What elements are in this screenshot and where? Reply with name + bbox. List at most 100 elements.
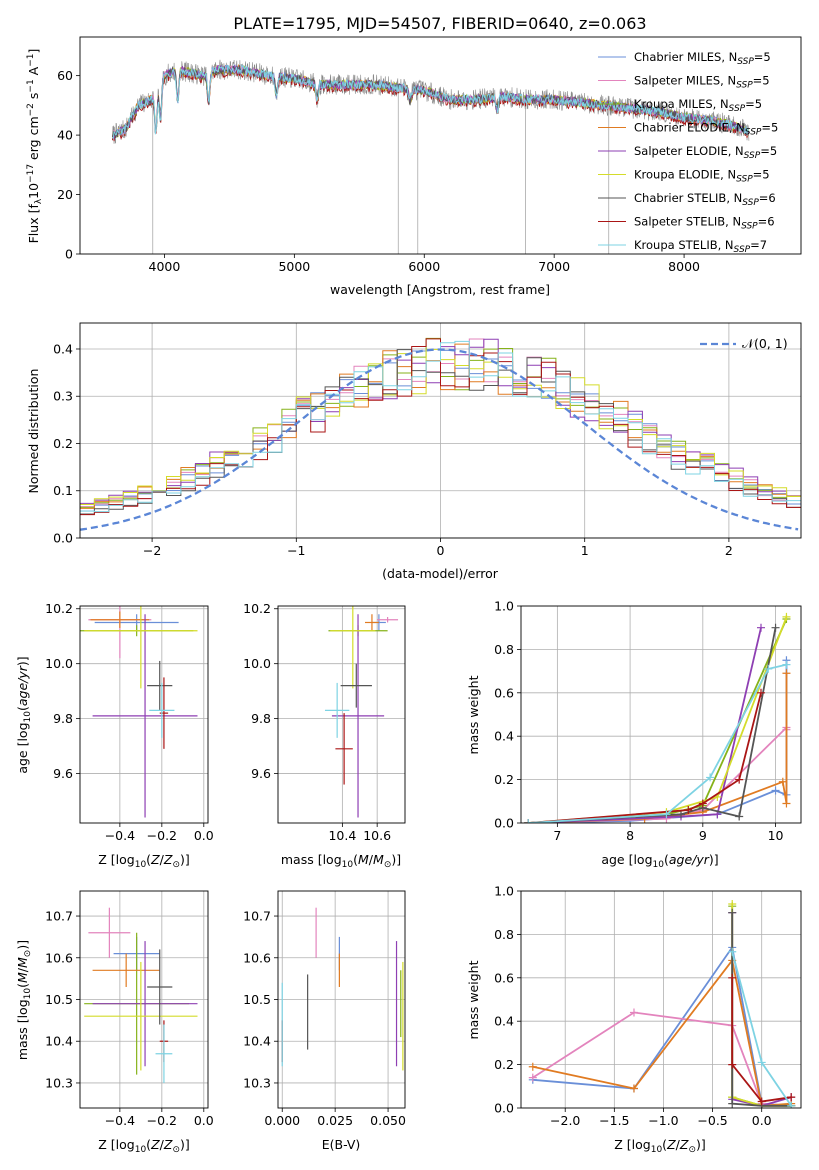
x-tick-label: 0.025 xyxy=(317,1113,353,1128)
mass-weight-marker xyxy=(782,660,791,669)
x-tick-label: −1.5 xyxy=(599,1113,629,1128)
plot-area xyxy=(80,323,801,538)
legend-entry: Salpeter MILES, NSSP=5 xyxy=(634,74,770,91)
x-tick-label: −0.4 xyxy=(105,1113,135,1128)
y-tick-label: 10.0 xyxy=(243,656,271,671)
axes-frame xyxy=(520,890,802,1109)
x-tick-label: −1.0 xyxy=(648,1113,678,1128)
mass-weight-line xyxy=(731,977,792,1103)
model-spectrum-line xyxy=(112,65,749,139)
x-tick-label: 4000 xyxy=(149,259,181,274)
model-spectrum-line xyxy=(112,63,749,140)
axes-frame xyxy=(79,605,209,824)
y-tick-label: 10.7 xyxy=(243,909,271,924)
x-tick-label: 8000 xyxy=(668,259,700,274)
mass-weight-marker xyxy=(528,1073,537,1082)
mass-weight-marker xyxy=(524,819,533,823)
x-tick-label: 2 xyxy=(725,543,733,558)
x-tick-label: −0.5 xyxy=(697,1113,727,1128)
mass-weight-marker xyxy=(677,810,685,819)
y-tick-label: 0.2 xyxy=(494,1057,514,1072)
x-tick-label: −2 xyxy=(143,543,161,558)
legend-normal-label: 𝒩(0, 1) xyxy=(742,336,788,351)
mass-weight-marker xyxy=(728,1099,737,1108)
x-tick-label: −2.0 xyxy=(550,1113,580,1128)
x-tick-label: 8 xyxy=(626,828,634,843)
mass-weight-marker xyxy=(698,799,707,808)
y-tick-label: 10.6 xyxy=(45,950,73,965)
plot-area xyxy=(278,891,405,1108)
mass-weight-marker xyxy=(629,1008,638,1017)
residual-histogram xyxy=(80,340,801,513)
y-tick-label: 10.3 xyxy=(45,1075,73,1090)
x-tick-label: 6000 xyxy=(408,259,440,274)
y-tick-label: 0.1 xyxy=(53,483,73,498)
y-tick-label: 9.8 xyxy=(53,711,73,726)
x-tick-label: 0.0 xyxy=(194,828,214,843)
legend-entry: Chabrier ELODIE, NSSP=5 xyxy=(634,121,778,138)
x-tick-label: 10.4 xyxy=(328,828,356,843)
plot-area xyxy=(112,59,750,254)
x-tick-label: 0 xyxy=(437,543,445,558)
mass-weight-marker xyxy=(757,688,765,697)
y-tick-label: 40 xyxy=(57,128,73,143)
y-tick-label: 0.6 xyxy=(494,970,514,985)
y-tick-label: 20 xyxy=(57,187,73,202)
x-tick-label: 9 xyxy=(699,828,707,843)
axes-frame xyxy=(79,890,209,1109)
y-tick-label: 10.6 xyxy=(243,950,271,965)
y-tick-label: 0.6 xyxy=(494,685,514,700)
y-tick-label: 0.0 xyxy=(494,816,514,831)
mass-weight-marker xyxy=(787,1093,796,1102)
mass-weight-line xyxy=(528,627,762,823)
mass-weight-marker xyxy=(706,773,715,782)
mass-weight-marker xyxy=(728,973,737,982)
y-tick-label: 0.4 xyxy=(53,341,73,356)
mass-weight-marker xyxy=(684,805,693,814)
y-tick-label: 60 xyxy=(57,68,73,83)
x-axis-label-age: age [log10(age/yr)] xyxy=(601,852,718,870)
y-tick-label: 9.6 xyxy=(53,766,73,781)
plot-area xyxy=(521,606,801,823)
x-tick-label: 0.050 xyxy=(370,1113,406,1128)
x-tick-label: 5000 xyxy=(278,259,310,274)
normal-reference-curve xyxy=(80,348,799,531)
x-tick-label: 1 xyxy=(581,543,589,558)
x-tick-label: 10.6 xyxy=(363,828,391,843)
mass-weight-line xyxy=(528,616,788,823)
mass-weight-marker xyxy=(735,812,744,821)
axes-frame xyxy=(79,36,802,255)
mass-weight-marker xyxy=(728,1060,737,1069)
y-tick-label: 0.2 xyxy=(494,772,514,787)
plot-area xyxy=(80,606,208,823)
y-axis-label-residual: Normed distribution xyxy=(26,369,41,494)
x-tick-label: 10 xyxy=(768,828,784,843)
y-tick-label: 10.2 xyxy=(243,601,271,616)
mass-weight-marker xyxy=(757,623,765,632)
mass-weight-marker xyxy=(629,1084,638,1093)
legend-entry: Kroupa ELODIE, NSSP=5 xyxy=(634,168,770,185)
mass-weight-marker xyxy=(782,669,791,678)
mass-weight-marker xyxy=(782,799,791,808)
x-tick-label: −0.4 xyxy=(105,828,135,843)
x-axis-label-spectrum: wavelength [Angstrom, rest frame] xyxy=(330,282,550,297)
y-axis-label-mass: mass [log10(M/M⊙)] xyxy=(15,940,33,1060)
y-tick-label: 9.8 xyxy=(251,711,271,726)
y-axis-label-mass-weight-2: mass weight xyxy=(466,960,481,1039)
mass-weight-marker xyxy=(778,777,787,786)
x-axis-label-residual: (data-model)/error xyxy=(382,566,499,581)
axes-frame xyxy=(277,605,406,824)
legend-entry: Kroupa MILES, NSSP=5 xyxy=(634,97,762,114)
mass-weight-marker xyxy=(728,900,737,909)
x-axis-label-z-2: Z [log10(Z/Z⊙)] xyxy=(98,1137,190,1155)
y-tick-label: 10.5 xyxy=(45,992,73,1007)
axes-frame xyxy=(277,890,406,1109)
mass-weight-marker xyxy=(771,786,780,795)
figure-title: PLATE=1795, MJD=54507, FIBERID=0640, z=0… xyxy=(233,14,646,33)
axes-frame xyxy=(520,605,802,824)
y-tick-label: 10.2 xyxy=(45,601,73,616)
y-tick-label: 0 xyxy=(65,247,73,262)
y-axis-label-mass-weight: mass weight xyxy=(466,675,481,754)
legend-entry: Kroupa STELIB, NSSP=7 xyxy=(634,238,767,255)
